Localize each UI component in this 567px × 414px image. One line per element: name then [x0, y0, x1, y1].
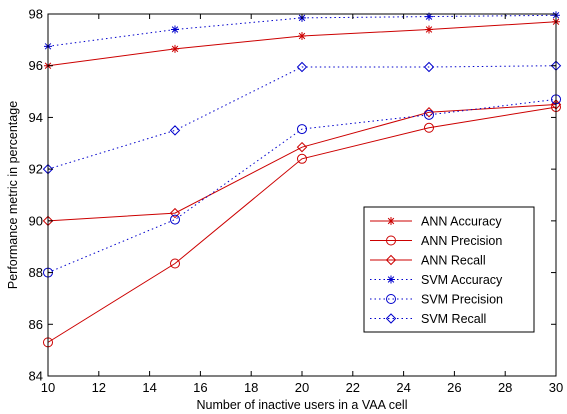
- data-point: [296, 61, 308, 73]
- x-tick-label: 10: [41, 380, 55, 395]
- x-tick-label: 14: [142, 380, 156, 395]
- legend-label: SVM Accuracy: [421, 273, 503, 287]
- series-line: [47, 106, 557, 343]
- legend-label: ANN Recall: [421, 254, 486, 268]
- x-tick-label: 12: [92, 380, 106, 395]
- y-tick-label: 90: [29, 213, 43, 228]
- y-tick-label: 98: [29, 7, 43, 22]
- x-tick-label: 22: [346, 380, 360, 395]
- legend-label: ANN Precision: [421, 234, 502, 248]
- legend-marker: [385, 254, 397, 266]
- legend-entry: ANN Accuracy: [370, 215, 502, 229]
- data-point: [424, 109, 434, 120]
- legend-entry: SVM Accuracy: [370, 273, 503, 287]
- y-tick-label: 86: [29, 317, 43, 332]
- y-tick-label: 94: [29, 110, 43, 125]
- y-axis-title: Performance metric in percentage: [6, 101, 20, 289]
- data-point: [298, 31, 306, 40]
- data-point: [424, 122, 434, 133]
- legend-marker: [387, 275, 395, 284]
- data-point: [297, 153, 307, 164]
- legend-entry: SVM Precision: [370, 293, 503, 307]
- legend-entry: SVM Recall: [370, 312, 486, 326]
- data-point: [425, 25, 433, 34]
- y-tick-label: 84: [29, 369, 43, 384]
- legend-label: ANN Accuracy: [421, 215, 502, 229]
- legend-marker: [387, 217, 395, 225]
- legend: ANN Accuracy ANN Precision ANN Recall SVM A…: [363, 206, 535, 333]
- legend-marker: [385, 313, 397, 324]
- data-point: [170, 214, 180, 225]
- y-tick-label: 96: [29, 58, 43, 73]
- x-tick-label: 28: [498, 380, 512, 395]
- data-point: [297, 124, 307, 135]
- series-line: [47, 65, 557, 170]
- data-point: [169, 125, 181, 136]
- legend-marker: [386, 294, 396, 304]
- data-point: [169, 207, 181, 219]
- data-point: [171, 44, 179, 53]
- x-axis-title: Number of inactive users in a VAA cell: [197, 398, 408, 412]
- data-point: [171, 25, 179, 34]
- legend-box: [363, 206, 535, 333]
- legend-entry: ANN Recall: [370, 254, 486, 268]
- axes-layer: 10 12 14 16 18 20 22 24 26 28 30 84 86 88 90 92 94 96 98: [29, 7, 564, 396]
- legend-entry: ANN Precision: [370, 234, 502, 248]
- x-tick-label: 24: [396, 380, 410, 395]
- legend-label: SVM Recall: [421, 312, 486, 326]
- legend-marker: [386, 235, 396, 246]
- data-point: [296, 141, 308, 153]
- x-tick-label: 26: [447, 380, 461, 395]
- x-tick-label: 18: [244, 380, 258, 395]
- x-tick-label: 20: [295, 380, 309, 395]
- series-line: [47, 98, 557, 274]
- data-point: [170, 258, 180, 269]
- legend-label: SVM Precision: [421, 293, 503, 307]
- x-tick-label: 16: [193, 380, 207, 395]
- data-point: [423, 107, 435, 118]
- y-tick-label: 92: [29, 162, 43, 177]
- y-tick-label: 88: [29, 265, 43, 280]
- x-tick-label: 30: [549, 380, 563, 395]
- data-point: [423, 61, 435, 73]
- data-point: [425, 12, 433, 21]
